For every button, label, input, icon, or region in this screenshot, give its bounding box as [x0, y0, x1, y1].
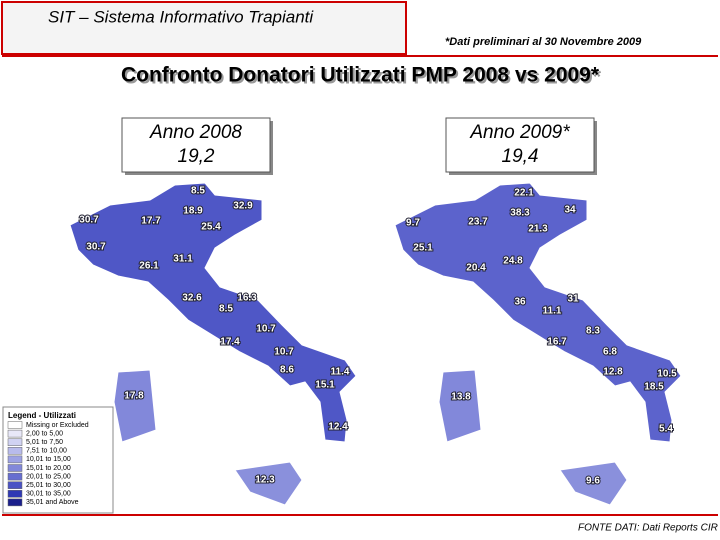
legend-label: 30,01 to 35,00	[26, 491, 71, 498]
sardinia	[438, 369, 482, 443]
legend-label: 15,01 to 20,00	[26, 465, 71, 472]
region-label: 17.7	[141, 216, 161, 227]
legend-swatch	[7, 472, 23, 481]
region-label: 9.6	[586, 476, 600, 487]
region-label: 5.4	[659, 424, 673, 435]
year-title: Anno 2008	[149, 122, 242, 143]
legend-label: Missing or Excluded	[26, 422, 89, 429]
mainland	[69, 182, 357, 443]
year-box	[445, 117, 595, 173]
region-label: 31	[567, 294, 579, 305]
region-label: 8.3	[586, 326, 600, 337]
region-label: 15.1	[315, 380, 335, 391]
region-label: 13.8	[451, 392, 471, 403]
region-label: 18.5	[644, 382, 664, 393]
sardinia	[113, 369, 157, 443]
region-label: 38.3	[510, 208, 530, 219]
region-label: 12.3	[255, 475, 275, 486]
region-label: 10.7	[256, 324, 276, 335]
header-note: *Dati preliminari al 30 Novembre 2009	[445, 36, 642, 48]
region-label: 25.1	[413, 243, 433, 254]
legend-swatch	[7, 438, 23, 446]
region-label: 9.7	[406, 218, 420, 229]
region-label: 6.8	[603, 347, 617, 358]
legend-swatch	[7, 421, 23, 429]
region-label: 8.5	[219, 304, 233, 315]
legend-label: 25,01 to 30,00	[26, 482, 71, 489]
region-label: 36	[514, 297, 526, 308]
map	[69, 182, 357, 506]
region-label: 10.7	[274, 347, 294, 358]
region-label: 34	[564, 205, 576, 216]
region-label: 8.6	[280, 365, 294, 376]
sicily	[234, 461, 303, 506]
region-label: 8.5	[191, 186, 205, 197]
legend-swatch	[7, 429, 23, 438]
region-label: 17.4	[220, 337, 240, 348]
region-label: 12.8	[603, 367, 623, 378]
main-title: Confronto Donatori Utilizzati PMP 2008 v…	[121, 64, 600, 87]
region-label: 23.7	[468, 217, 488, 228]
region-label: 26.1	[139, 261, 159, 272]
region-label: 20.4	[466, 263, 486, 274]
legend-label: 5,01 to 7,50	[26, 439, 63, 446]
year-title: Anno 2009*	[469, 122, 570, 143]
source: FONTE DATI: Dati Reports CIR	[578, 523, 718, 534]
region-label: 31.1	[173, 254, 193, 265]
legend-swatch	[7, 490, 23, 498]
legend-label: 10,01 to 15,00	[26, 456, 71, 463]
legend-label: 20,01 to 25,00	[26, 473, 71, 480]
legend-swatch	[7, 481, 23, 489]
region-label: 18.9	[183, 206, 203, 217]
region-label: 30.7	[79, 215, 99, 226]
region-label: 25.4	[201, 222, 221, 233]
region-label: 17.8	[124, 391, 144, 402]
legend-label: 2,00 to 5,00	[26, 430, 63, 437]
region-label: 30.7	[86, 242, 106, 253]
region-label: 16.3	[237, 293, 257, 304]
legend-label: 7,51 to 10,00	[26, 448, 67, 455]
legend-swatch	[7, 455, 23, 464]
map	[394, 182, 682, 506]
year-box	[121, 117, 271, 173]
region-label: 22.1	[514, 188, 534, 199]
region-label: 11.1	[543, 306, 562, 317]
legend-swatch	[7, 498, 23, 507]
region-label: 10.5	[657, 369, 677, 380]
region-label: 24.8	[503, 256, 523, 267]
header-box	[1, 1, 407, 55]
legend-swatch	[7, 464, 23, 472]
header-title: SIT – Sistema Informativo Trapianti	[48, 7, 314, 26]
mainland	[394, 182, 682, 443]
region-label: 32.6	[182, 293, 202, 304]
legend-label: 35,01 and Above	[26, 499, 79, 506]
sicily	[559, 461, 628, 506]
year-value: 19,4	[502, 146, 539, 167]
region-label: 32.9	[233, 201, 253, 212]
title-shadow: Confronto Donatori Utilizzati PMP 2008 v…	[123, 66, 602, 89]
region-label: 16.7	[547, 337, 567, 348]
region-label: 21.3	[528, 224, 548, 235]
legend-swatch	[7, 447, 23, 455]
year-value: 19,2	[178, 146, 215, 167]
region-label: 11.4	[331, 367, 350, 378]
region-label: 12.4	[328, 422, 348, 433]
legend-title: Legend - Utilizzati	[8, 411, 76, 420]
